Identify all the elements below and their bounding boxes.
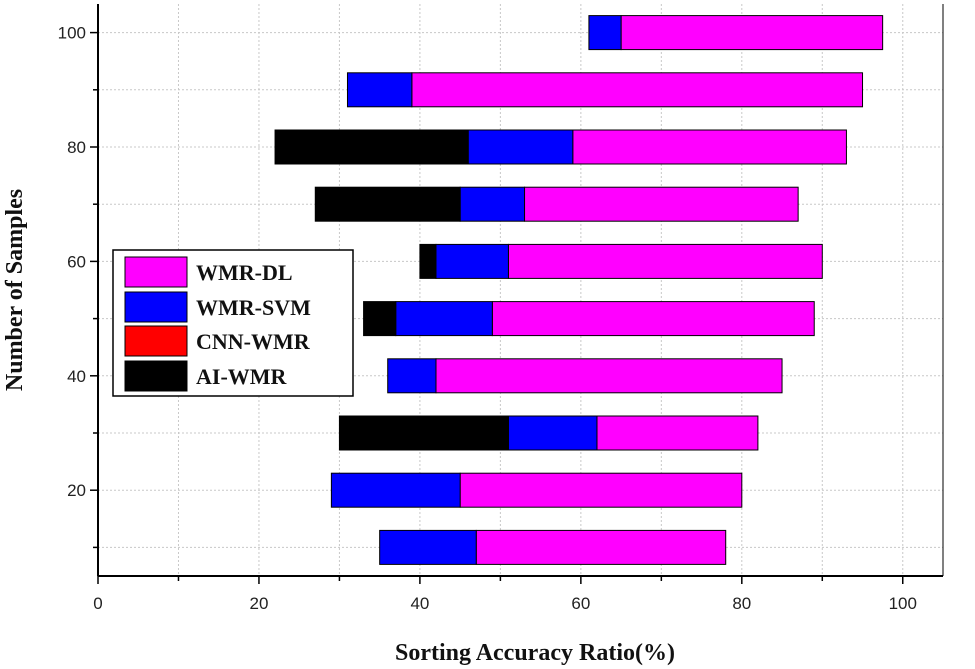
bar-wmr-svm (379, 529, 477, 565)
bar-wmr-svm (387, 358, 437, 394)
bar-wmr-svm (395, 301, 493, 337)
bar-ai-wmr (419, 243, 437, 279)
bar-wmr-dl (507, 243, 823, 279)
bar-wmr-dl (435, 358, 783, 394)
x-tick-label: 100 (889, 594, 917, 613)
legend: WMR-DL WMR-SVM CNN-WMR AI-WMR (112, 249, 354, 397)
y-tick-label: 40 (67, 367, 86, 386)
y-tick-label: 80 (67, 138, 86, 157)
bar-wmr-dl (491, 301, 815, 337)
tick-labels: 0 20 40 60 80 100 20 40 60 80 100 (58, 24, 917, 613)
legend-swatch-wmr-svm (124, 291, 188, 323)
bar-ai-wmr (314, 186, 461, 222)
x-axis-title: Sorting Accuracy Ratio(%) (395, 640, 675, 666)
x-tick-label: 0 (93, 594, 102, 613)
bar-wmr-svm (588, 15, 622, 51)
x-tick-label: 20 (249, 594, 268, 613)
bar-wmr-dl (572, 129, 847, 165)
bar-wmr-dl (620, 15, 884, 51)
legend-swatch-ai-wmr (124, 360, 188, 392)
legend-swatch-cnn-wmr (124, 325, 188, 357)
legend-label-wmr-dl: WMR-DL (196, 260, 293, 285)
legend-swatch-wmr-dl (124, 256, 188, 288)
legend-label-ai-wmr: AI-WMR (196, 364, 288, 389)
axes (90, 4, 944, 584)
bar-wmr-dl (524, 186, 799, 222)
bar-ai-wmr (274, 129, 469, 165)
y-axis-title: Number of Samples (2, 189, 28, 391)
bar-ai-wmr (363, 301, 397, 337)
bar-wmr-svm (459, 186, 526, 222)
y-tick-label: 60 (67, 252, 86, 271)
bar-wmr-svm (346, 72, 413, 108)
x-tick-label: 60 (571, 594, 590, 613)
bar-wmr-dl (411, 72, 864, 108)
bar-wmr-svm (467, 129, 574, 165)
x-tick-label: 40 (410, 594, 429, 613)
bars (274, 15, 884, 565)
bar-wmr-dl (475, 529, 727, 565)
bar-wmr-dl (596, 415, 759, 451)
x-tick-label: 80 (732, 594, 751, 613)
y-tick-label: 100 (58, 24, 86, 43)
legend-label-cnn-wmr: CNN-WMR (196, 329, 311, 354)
bar-wmr-svm (507, 415, 598, 451)
legend-label-wmr-svm: WMR-SVM (196, 295, 311, 320)
y-tick-label: 20 (67, 481, 86, 500)
bar-wmr-svm (435, 243, 509, 279)
bar-ai-wmr (338, 415, 509, 451)
bar-wmr-dl (459, 472, 743, 508)
bar-wmr-svm (330, 472, 461, 508)
